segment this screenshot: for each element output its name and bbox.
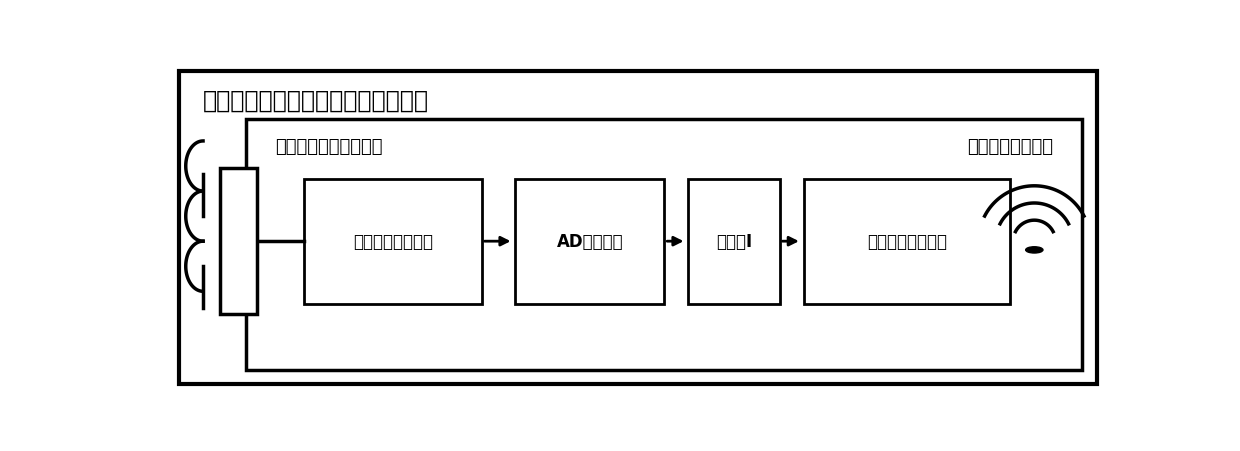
Text: 二次电流采集转换模块: 二次电流采集转换模块 xyxy=(275,138,383,156)
Bar xyxy=(688,179,780,304)
Text: AD转换模块: AD转换模块 xyxy=(557,233,624,251)
Bar xyxy=(516,179,665,304)
Text: 无线通信发射模块: 无线通信发射模块 xyxy=(967,138,1054,156)
Circle shape xyxy=(1025,247,1043,253)
Text: 无线通信发射模块: 无线通信发射模块 xyxy=(867,233,947,251)
Text: 处理器I: 处理器I xyxy=(715,233,753,251)
Bar xyxy=(304,179,481,304)
Bar xyxy=(247,120,1083,370)
Bar xyxy=(804,179,1011,304)
Text: 电流电压转换模块: 电流电压转换模块 xyxy=(353,233,433,251)
Bar xyxy=(221,169,257,315)
Text: 基于无线通信技术组网的电流互感器: 基于无线通信技术组网的电流互感器 xyxy=(203,89,429,113)
